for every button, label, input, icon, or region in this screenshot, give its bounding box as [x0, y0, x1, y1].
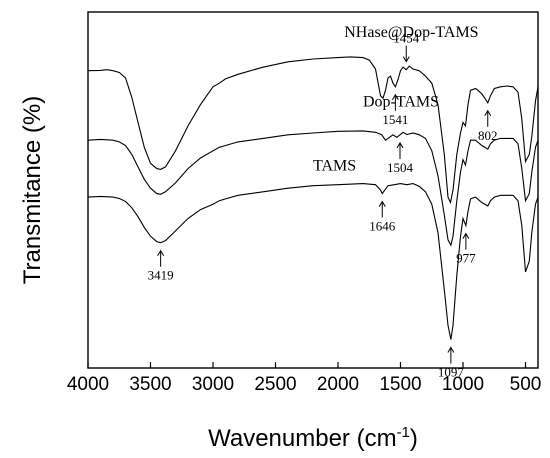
annotation-arrowhead — [447, 346, 455, 353]
annotation-arrowhead — [396, 141, 404, 149]
annotation-label: 1454 — [393, 31, 420, 46]
spectra — [87, 56, 539, 340]
x-axis-title-main: Wavenumber (cm — [208, 425, 396, 452]
x-axis-title-end: ) — [410, 425, 418, 452]
annotation-label: 1504 — [387, 160, 414, 175]
annotation-arrowhead — [391, 93, 399, 101]
x-tick-label: 3000 — [192, 374, 234, 395]
series-label: NHase@Dop-TAMS — [344, 24, 478, 41]
x-ticks: 4000 3500 3000 2500 2000 1500 1000 500 — [67, 362, 541, 395]
annotation-label: 1646 — [369, 219, 396, 234]
y-axis-title: Transmitance (%) — [19, 96, 46, 284]
x-tick-label: 1500 — [379, 374, 421, 395]
peak-annotations: 1454 1541 802 1504 1646 977 3419 1097 — [148, 31, 498, 380]
annotation-label: 977 — [456, 251, 476, 266]
series-labels: NHase@Dop-TAMS Dop-TAMS TAMS — [313, 24, 479, 175]
series-line — [87, 56, 539, 205]
series-label: TAMS — [313, 157, 356, 174]
series-line — [87, 130, 539, 247]
x-tick-label: 4000 — [67, 374, 109, 395]
x-tick-label: 3500 — [129, 374, 171, 395]
x-axis-title: Wavenumber (cm-1) — [208, 424, 418, 452]
annotation-arrowhead — [378, 200, 386, 207]
plot-frame — [87, 11, 539, 369]
annotation-label: 1541 — [382, 112, 408, 127]
series-line — [87, 183, 539, 340]
annotation-label: 3419 — [148, 268, 174, 283]
annotation-arrowhead — [462, 232, 470, 239]
series-label: Dop-TAMS — [363, 93, 439, 110]
annotation-arrowhead — [402, 56, 410, 63]
x-tick-label: 2500 — [254, 374, 296, 395]
x-axis-title-sup: -1 — [397, 424, 410, 441]
annotation-label: 802 — [478, 128, 498, 143]
x-tick-label: 2000 — [317, 374, 359, 395]
annotation-label: 1097 — [438, 365, 465, 380]
annotation-arrowhead — [484, 109, 492, 117]
x-tick-label: 1000 — [442, 374, 484, 395]
x-tick-label: 500 — [510, 374, 542, 395]
annotation-arrowhead — [157, 249, 165, 256]
